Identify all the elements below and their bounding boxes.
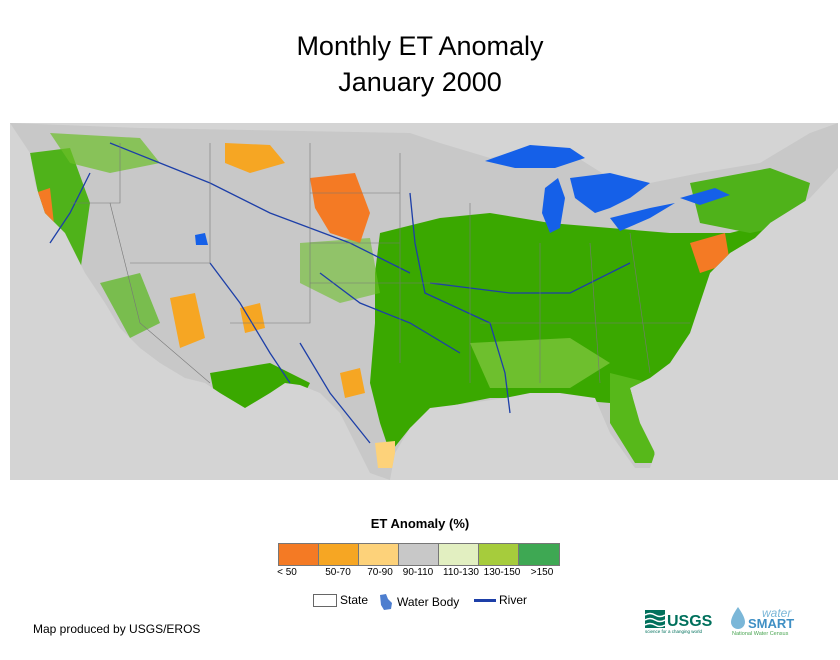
legend-ramp bbox=[278, 543, 560, 566]
legend-label-110-130: 110-130 bbox=[443, 567, 479, 578]
state-swatch-icon bbox=[313, 593, 337, 607]
anomaly-northeast bbox=[690, 168, 810, 233]
svg-text:National Water Census: National Water Census bbox=[732, 631, 789, 637]
great-salt-lake bbox=[195, 233, 208, 245]
legend-label-lt50: < 50 bbox=[277, 567, 297, 578]
legend-label-90-110: 90-110 bbox=[402, 567, 434, 578]
legend-swatch-gt150 bbox=[519, 544, 559, 565]
usgs-logo: USGS science for a changing world bbox=[644, 608, 723, 639]
legend-state: State bbox=[313, 593, 368, 607]
river-label: River bbox=[499, 593, 528, 607]
watersmart-drop-icon: water SMART National Water Census bbox=[731, 606, 794, 637]
legend-swatch-130-150 bbox=[479, 544, 519, 565]
river-line-icon bbox=[474, 598, 496, 602]
legend-label-50-70: 50-70 bbox=[325, 567, 351, 578]
legend-water-body: Water Body bbox=[377, 593, 459, 611]
legend-label-130-150: 130-150 bbox=[483, 567, 521, 578]
legend-label-70-90: 70-90 bbox=[367, 567, 393, 578]
watersmart-logo: water SMART National Water Census bbox=[728, 604, 812, 643]
legend-label-gt150: >150 bbox=[530, 567, 554, 578]
usgs-wave-icon: USGS science for a changing world bbox=[644, 610, 713, 634]
water-body-icon bbox=[380, 594, 392, 610]
legend-swatch-110-130 bbox=[439, 544, 479, 565]
legend-swatch-70-90 bbox=[359, 544, 399, 565]
map-title: Monthly ET Anomaly bbox=[296, 31, 544, 61]
state-boundaries bbox=[70, 143, 690, 384]
conus-land bbox=[10, 123, 838, 480]
svg-text:SMART: SMART bbox=[748, 616, 794, 631]
anomaly-low-montana bbox=[225, 143, 285, 173]
svg-text:water: water bbox=[762, 606, 792, 620]
anomaly-low-midatlantic bbox=[690, 233, 730, 273]
water-body-label: Water Body bbox=[397, 595, 460, 609]
map-subtitle: January 2000 bbox=[338, 67, 502, 97]
legend-swatch-90-110 bbox=[399, 544, 439, 565]
legend-swatch-lt50 bbox=[279, 544, 319, 565]
map-credit: Map produced by USGS/EROS bbox=[33, 622, 201, 636]
great-lakes bbox=[485, 145, 730, 233]
rivers bbox=[49, 142, 631, 444]
svg-text:science for a changing world: science for a changing world bbox=[645, 629, 703, 634]
et-anomaly-map bbox=[10, 123, 838, 480]
anomaly-low-plains bbox=[310, 173, 370, 243]
legend-title: ET Anomaly (%) bbox=[370, 516, 470, 531]
legend-river: River bbox=[474, 593, 527, 607]
legend-swatch-50-70 bbox=[319, 544, 359, 565]
anomaly-west-coast bbox=[30, 148, 130, 358]
svg-text:USGS: USGS bbox=[667, 613, 713, 630]
state-label: State bbox=[340, 593, 369, 607]
